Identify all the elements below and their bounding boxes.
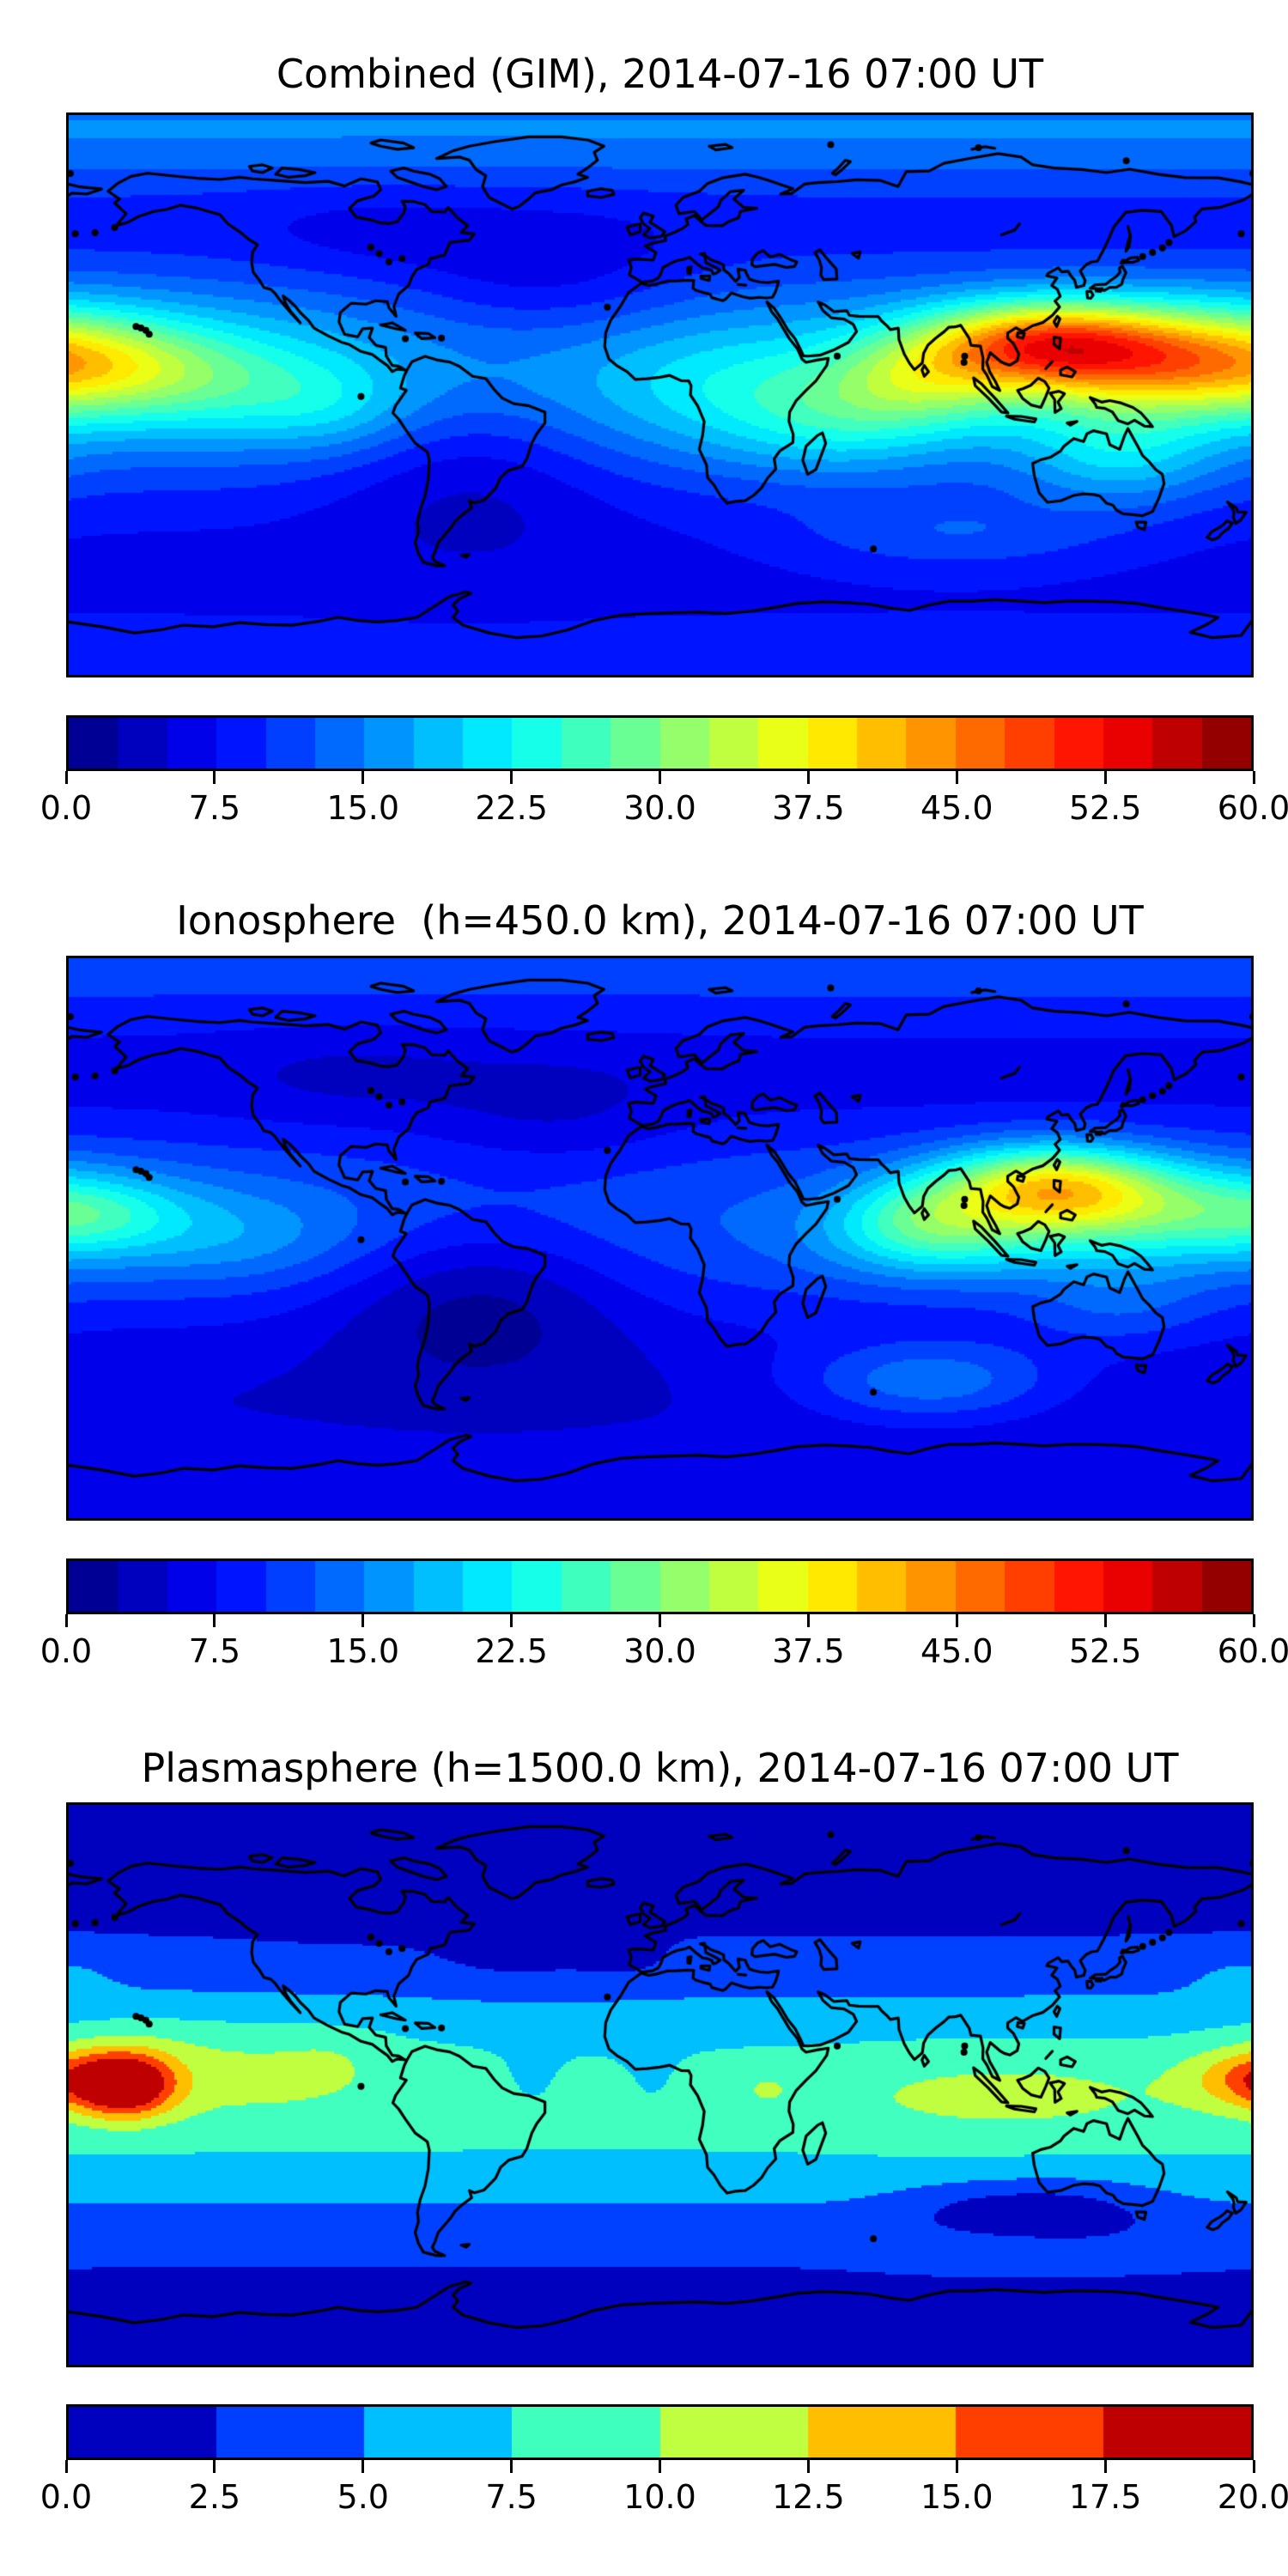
colorbar-tick-mark [955,2460,958,2473]
colorbar-tick-mark [213,771,216,784]
colorbar-tick-label: 37.5 [772,1632,845,1670]
colorbar-tick-mark [806,771,810,784]
colorbar-tick-mark [361,2460,365,2473]
colorbar-tick-label: 17.5 [1068,2478,1142,2516]
colorbar-tick-label: 20.0 [1217,2478,1288,2516]
colorbar-tick-mark [955,771,958,784]
colorbar-tick-label: 45.0 [920,1632,993,1670]
colorbar-tick-label: 52.5 [1068,1632,1142,1670]
colorbar-tick-mark [64,2460,68,2473]
colorbar-tick-mark [213,2460,216,2473]
colorbar-tick-label: 0.0 [39,2478,93,2516]
colorbar-tick-label: 10.0 [623,2478,696,2516]
colorbar-tick-label: 7.5 [188,789,241,827]
colorbar-plasmasphere [66,2404,1254,2460]
world-map-plasmasphere [66,1802,1254,2367]
colorbar-tick-label: 0.0 [39,789,93,827]
colorbar-tick-mark [1252,2460,1255,2473]
panel-title-plasmasphere: Plasmasphere (h=1500.0 km), 2014-07-16 0… [141,1745,1179,1791]
map-canvas-combined [69,115,1251,675]
colorbar-tick-mark [510,771,513,784]
world-map-combined [66,112,1254,677]
colorbar-tick-mark [64,1614,68,1627]
colorbar-ticklabels-plasmasphere: 0.0 2.5 5.0 7.5 10.0 12.5 15.0 17.5 20.0 [40,2478,1288,2516]
colorbar-tick-label: 2.5 [188,2478,241,2516]
colorbar-tick-label: 15.0 [326,789,400,827]
panel-title-ionosphere: Ionosphere (h=450.0 km), 2014-07-16 07:0… [176,897,1144,944]
colorbar-ticklabels-combined: 0.0 7.5 15.0 22.5 30.0 37.5 45.0 52.5 60.0 [40,789,1288,827]
colorbar-tick-label: 22.5 [475,1632,548,1670]
colorbar-ticklabels-ionosphere: 0.0 7.5 15.0 22.5 30.0 37.5 45.0 52.5 60.0 [40,1632,1288,1670]
colorbar-tick-label: 60.0 [1217,789,1288,827]
colorbar-tick-label: 22.5 [475,789,548,827]
world-map-ionosphere [66,956,1254,1521]
colorbar-tick-mark [510,1614,513,1627]
colorbar-tick-mark [1252,1614,1255,1627]
colorbar-tick-label: 52.5 [1068,789,1142,827]
colorbar-tick-mark [1103,1614,1107,1627]
colorbar-tick-mark [1103,771,1107,784]
colorbar-tick-mark [1252,771,1255,784]
colorbar-tick-mark [213,1614,216,1627]
colorbar-tick-mark [806,1614,810,1627]
colorbar-tick-mark [659,1614,661,1627]
colorbar-tick-mark [955,1614,958,1627]
colorbar-ionosphere [66,1558,1254,1614]
map-canvas-ionosphere [69,958,1251,1518]
colorbar-tick-label: 30.0 [623,789,696,827]
colorbar-tickmarks-combined [64,771,1255,785]
colorbar-tick-mark [806,2460,810,2473]
colorbar-tick-label: 30.0 [623,1632,696,1670]
panel-title-combined: Combined (GIM), 2014-07-16 07:00 UT [276,51,1044,97]
colorbar-tick-label: 0.0 [39,1632,93,1670]
colorbar-canvas-combined [69,718,1251,769]
colorbar-tick-mark [64,771,68,784]
colorbar-canvas-ionosphere [69,1561,1251,1612]
colorbar-tick-label: 7.5 [188,1632,241,1670]
colorbar-tick-mark [659,771,661,784]
colorbar-tick-mark [361,771,365,784]
colorbar-tick-label: 12.5 [772,2478,845,2516]
colorbar-canvas-plasmasphere [69,2407,1251,2458]
colorbar-combined [66,715,1254,771]
colorbar-tick-label: 45.0 [920,789,993,827]
colorbar-tick-label: 15.0 [920,2478,993,2516]
colorbar-tick-mark [361,1614,365,1627]
colorbar-tickmarks-ionosphere [64,1614,1255,1628]
colorbar-tick-label: 7.5 [485,2478,538,2516]
map-canvas-plasmasphere [69,1805,1251,2365]
colorbar-tick-mark [659,2460,661,2473]
colorbar-tick-label: 5.0 [337,2478,389,2516]
colorbar-tick-label: 37.5 [772,789,845,827]
colorbar-tick-label: 60.0 [1217,1632,1288,1670]
colorbar-tick-mark [1103,2460,1107,2473]
colorbar-tick-label: 15.0 [326,1632,400,1670]
colorbar-tickmarks-plasmasphere [64,2460,1255,2474]
colorbar-tick-mark [510,2460,513,2473]
